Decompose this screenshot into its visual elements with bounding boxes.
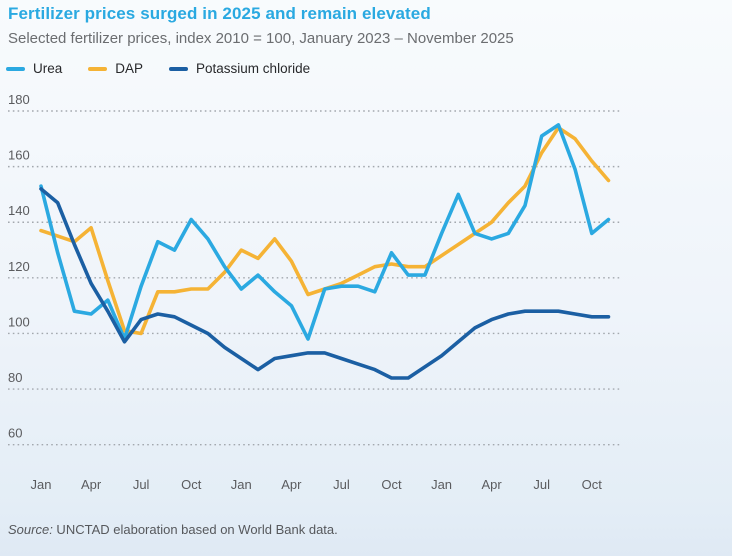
source-prefix: Source:: [8, 522, 53, 537]
x-axis-label-3: Oct: [181, 477, 202, 492]
x-axis-label-8: Jan: [431, 477, 452, 492]
x-axis-label-7: Oct: [381, 477, 402, 492]
y-axis-label-140: 140: [8, 203, 30, 218]
potassium-chloride-line-swatch-icon: [169, 66, 189, 71]
x-axis-label-9: Apr: [482, 477, 503, 492]
x-axis-label-4: Jan: [231, 477, 252, 492]
chart-legend: Urea DAP Potassium chloride: [6, 61, 310, 76]
legend-label-dap: DAP: [115, 61, 144, 76]
legend-item-urea: Urea: [6, 61, 62, 76]
y-axis-label-120: 120: [8, 259, 30, 274]
source-text: UNCTAD elaboration based on World Bank d…: [52, 522, 338, 537]
x-axis-label-0: Jan: [31, 477, 52, 492]
urea-line-swatch-icon: [6, 66, 25, 71]
y-axis-label-100: 100: [8, 314, 30, 329]
x-axis-label-5: Apr: [281, 477, 302, 492]
x-axis-label-10: Jul: [533, 477, 550, 492]
legend-item-dap: DAP: [88, 61, 143, 76]
line-dap: [39, 125, 611, 336]
x-axis-label-2: Jul: [133, 477, 150, 492]
line-urea: [39, 123, 611, 341]
page-subtitle: Selected fertilizer prices, index 2010 =…: [8, 30, 514, 47]
line-potassium-chloride: [39, 187, 611, 380]
x-axis-label-6: Jul: [333, 477, 350, 492]
dap-line-swatch-icon: [88, 66, 108, 71]
source-note: Source: UNCTAD elaboration based on Worl…: [8, 522, 338, 537]
x-axis-label-1: Apr: [81, 477, 102, 492]
x-axis-label-11: Oct: [582, 477, 603, 492]
y-axis-label-60: 60: [8, 426, 22, 441]
page-title: Fertilizer prices surged in 2025 and rem…: [8, 4, 431, 23]
legend-label-urea: Urea: [33, 61, 63, 76]
y-axis-label-160: 160: [8, 148, 30, 163]
legend-item-potassium-chloride: Potassium chloride: [169, 61, 310, 76]
y-axis-label-180: 180: [8, 92, 30, 107]
y-axis-label-80: 80: [8, 370, 22, 385]
legend-label-potassium-chloride: Potassium chloride: [196, 61, 311, 76]
